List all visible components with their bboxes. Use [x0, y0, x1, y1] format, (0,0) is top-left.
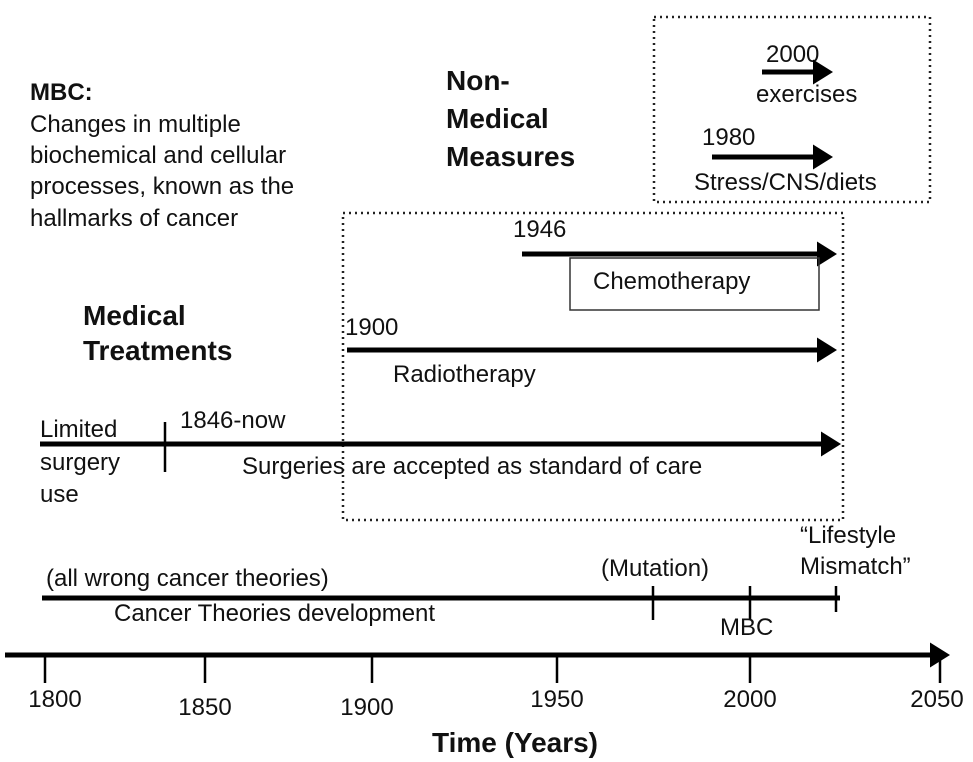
theory-label: (Mutation)	[601, 555, 709, 582]
mbc-line: biochemical and cellular	[30, 142, 286, 169]
axis-ticks	[43, 655, 942, 683]
year: 1846-now	[180, 407, 286, 434]
item-label: Radiotherapy	[393, 361, 536, 388]
item-label: Stress/CNS/diets	[694, 169, 877, 196]
heading: Medical	[446, 103, 549, 134]
before-label: surgery	[40, 449, 120, 476]
heading: Treatments	[83, 335, 232, 366]
label-box	[569, 257, 820, 311]
mbc-line: processes, known as the	[30, 173, 294, 200]
box	[652, 15, 932, 204]
tick-label: 1850	[178, 694, 231, 721]
box	[341, 211, 845, 522]
heading: Measures	[446, 141, 575, 172]
heading: Non-	[446, 65, 510, 96]
theory-note: (all wrong cancer theories)	[46, 565, 329, 592]
before-label: use	[40, 481, 79, 508]
tick-label: 1800	[28, 686, 81, 713]
tick-label: 1950	[530, 686, 583, 713]
heading: Medical	[83, 300, 186, 331]
tick-label: 1900	[340, 694, 393, 721]
item-label: Surgeries are accepted as standard of ca…	[242, 453, 702, 480]
item-label: exercises	[756, 81, 857, 108]
axis-title: Time (Years)	[432, 727, 598, 758]
before-label: Limited	[40, 416, 117, 443]
theory-label: “Lifestyle	[800, 522, 896, 549]
year: 1980	[702, 124, 755, 151]
mbc-line: hallmarks of cancer	[30, 205, 238, 232]
year: 2000	[766, 41, 819, 68]
theory-label: MBC	[720, 614, 773, 641]
year: 1946	[513, 216, 566, 243]
theory-label: Cancer Theories development	[114, 600, 435, 627]
tick-label: 2000	[723, 686, 776, 713]
mbc-title: MBC:	[30, 79, 93, 106]
mbc-line: Changes in multiple	[30, 111, 241, 138]
theory-label: Mismatch”	[800, 553, 911, 580]
item-label: Chemotherapy	[593, 268, 750, 295]
year: 1900	[345, 314, 398, 341]
tick-label: 2050	[910, 686, 963, 713]
